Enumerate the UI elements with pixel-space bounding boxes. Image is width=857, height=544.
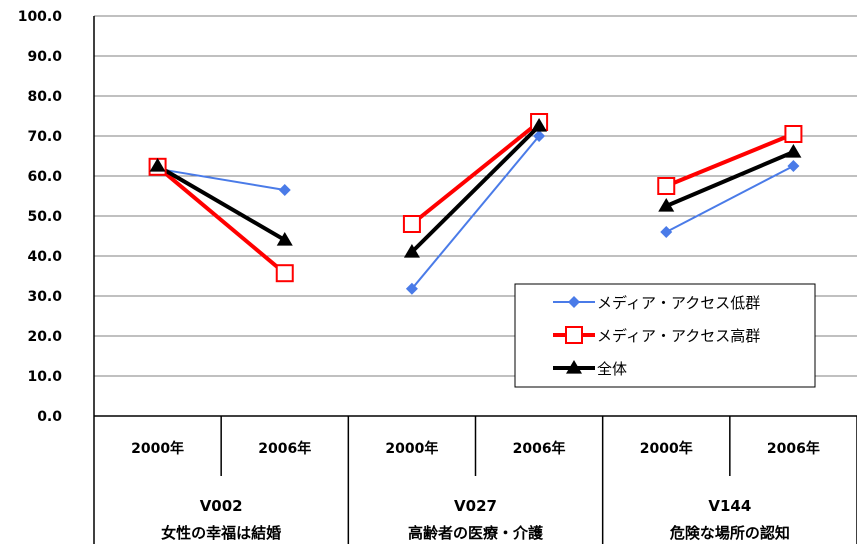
data-point bbox=[568, 296, 580, 308]
y-tick-label: 90.0 bbox=[27, 49, 62, 65]
axes bbox=[93, 16, 857, 544]
group-code-label: V144 bbox=[708, 497, 751, 515]
group-label: 女性の幸福は結婚 bbox=[161, 524, 281, 542]
data-point bbox=[658, 198, 675, 212]
data-point bbox=[402, 215, 421, 233]
series-line bbox=[665, 165, 794, 233]
series-triangle bbox=[156, 124, 795, 254]
legend-entry: メディア・アクセス高群 bbox=[597, 327, 760, 345]
series-line bbox=[156, 164, 286, 242]
data-point bbox=[787, 160, 800, 172]
y-tick-labels: 100.0 90.0 80.0 70.0 60.0 50.0 40.0 30.0 20.0 10.… bbox=[18, 9, 63, 425]
y-tick-label: 40.0 bbox=[27, 249, 62, 265]
markers-triangle bbox=[149, 118, 802, 258]
y-tick-label: 30.0 bbox=[27, 289, 62, 305]
x-tick-label: 2006年 bbox=[258, 440, 311, 457]
x-tick-label: 2006年 bbox=[513, 440, 566, 457]
data-point bbox=[660, 226, 673, 238]
series-line bbox=[157, 167, 285, 191]
series-square-open bbox=[156, 120, 795, 275]
y-tick-label: 80.0 bbox=[27, 89, 62, 105]
data-point bbox=[278, 184, 291, 196]
y-tick-label: 100.0 bbox=[18, 9, 63, 25]
x-category-labels: 2000年 2006年 V002 女性の幸福は結婚 2000年 2006年 V027 高齢者の… bbox=[131, 440, 820, 542]
group-label: 危険な場所の認知 bbox=[670, 524, 790, 542]
data-point bbox=[657, 177, 676, 195]
data-point bbox=[566, 360, 582, 374]
data-point bbox=[785, 144, 802, 158]
series-line bbox=[665, 132, 795, 188]
series-line bbox=[410, 124, 541, 254]
x-tick-label: 2000年 bbox=[640, 440, 693, 457]
data-point bbox=[405, 282, 418, 295]
series-line bbox=[410, 120, 541, 226]
series-line bbox=[411, 135, 540, 290]
y-tick-label: 10.0 bbox=[27, 369, 62, 385]
x-tick-label: 2000年 bbox=[385, 440, 438, 457]
y-tick-label: 60.0 bbox=[27, 169, 62, 185]
y-tick-label: 20.0 bbox=[27, 329, 62, 345]
group-code-label: V027 bbox=[454, 497, 497, 515]
x-tick-label: 2006年 bbox=[767, 440, 820, 457]
data-point bbox=[531, 118, 548, 132]
data-point bbox=[275, 264, 294, 283]
data-point bbox=[403, 244, 420, 258]
y-tick-label: 50.0 bbox=[27, 209, 62, 225]
group-label: 高齢者の医療・介護 bbox=[408, 524, 544, 542]
data-point bbox=[565, 326, 583, 344]
series-line bbox=[665, 150, 795, 208]
markers-diamond bbox=[151, 130, 800, 295]
data-point bbox=[149, 158, 166, 172]
y-tick-label: 70.0 bbox=[27, 129, 62, 145]
series-line bbox=[156, 165, 287, 275]
legend-entry: メディア・アクセス低群 bbox=[597, 294, 760, 312]
group-code-label: V002 bbox=[200, 497, 243, 515]
series-diamond bbox=[157, 135, 794, 290]
y-tick-label: 0.0 bbox=[37, 409, 62, 425]
x-tick-label: 2000年 bbox=[131, 440, 184, 457]
data-point bbox=[784, 125, 803, 143]
legend-entry: 全体 bbox=[597, 360, 627, 378]
data-point bbox=[533, 130, 546, 142]
series-lines bbox=[148, 113, 803, 295]
data-point bbox=[276, 232, 293, 246]
